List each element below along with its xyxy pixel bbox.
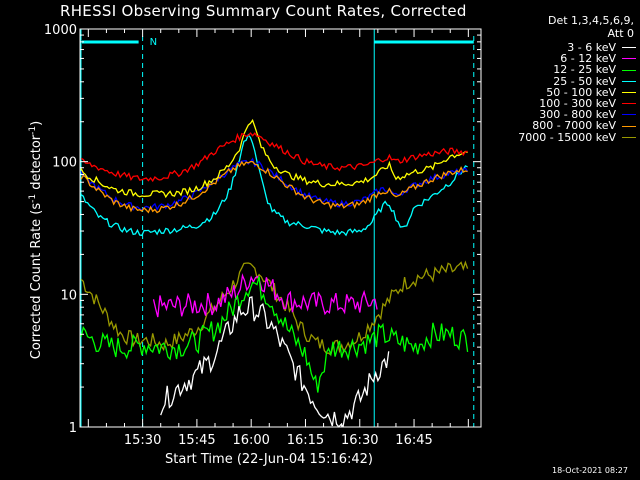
plot-frame	[79, 28, 482, 428]
annotation-layer: N	[80, 29, 475, 427]
series-line	[80, 132, 468, 183]
legend-swatch	[622, 114, 636, 116]
series-line	[80, 276, 469, 393]
x-tick-label: 16:45	[395, 433, 432, 448]
series-line	[80, 260, 469, 356]
legend: 3 - 6 keV 6 - 12 keV 12 - 25 keV 25 - 50 ke…	[518, 42, 636, 143]
legend-swatch	[622, 136, 636, 138]
axes-layer: 1 10 100 1000 15:30 15:45 16:00 16:15 16:30 16:45	[44, 23, 481, 448]
legend-swatch	[622, 69, 636, 71]
series-line	[160, 296, 390, 428]
legend-entry: 12 - 25 keV	[518, 63, 636, 77]
detectors-label: Det 1,3,4,5,6,9,	[547, 14, 634, 27]
legend-entry: 3 - 6 keV	[518, 42, 636, 53]
x-tick-label: 16:30	[341, 433, 378, 448]
attenuator-label: Att 0	[607, 27, 634, 40]
legend-entry: 7000 - 15000 keV	[518, 130, 636, 144]
legend-entry: 50 - 100 keV	[518, 87, 636, 98]
series-line	[80, 160, 468, 214]
detector-info: Det 1,3,4,5,6,9, Att 0	[548, 14, 634, 40]
legend-swatch	[622, 125, 636, 127]
night-marker: N	[150, 37, 157, 48]
x-tick-label: 15:45	[178, 433, 215, 448]
y-axis-label: Corrected Count Rate (s-1 detector-1)	[27, 120, 45, 360]
chart-title: RHESSI Observing Summary Count Rates, Co…	[60, 2, 467, 20]
series-line	[80, 133, 468, 237]
legend-label: 100 - 300 keV	[539, 97, 616, 111]
legend-entry: 800 - 7000 keV	[518, 119, 636, 133]
series-line	[152, 273, 378, 318]
legend-swatch	[622, 47, 636, 49]
y-tick-label: 10	[60, 288, 77, 303]
series-layer	[80, 118, 469, 428]
x-axis-label: Start Time (22-Jun-04 15:16:42)	[165, 452, 373, 467]
legend-swatch	[622, 80, 636, 82]
y-tick-label: 100	[52, 156, 77, 171]
y-tick-label: 1	[69, 421, 77, 436]
legend-entry: 6 - 12 keV	[518, 53, 636, 64]
x-tick-label: 16:15	[287, 433, 324, 448]
legend-label: 800 - 7000 keV	[532, 119, 616, 133]
series-line	[80, 118, 468, 199]
legend-label: 50 - 100 keV	[546, 85, 616, 99]
legend-swatch	[622, 58, 636, 60]
legend-swatch	[622, 103, 636, 105]
generation-timestamp: 18-Oct-2021 08:27	[552, 466, 628, 475]
y-tick-label: 1000	[44, 23, 77, 38]
legend-entry: 300 - 800 keV	[518, 109, 636, 120]
x-tick-label: 16:00	[232, 433, 269, 448]
legend-label: 6 - 12 keV	[560, 52, 616, 66]
legend-label: 300 - 800 keV	[539, 108, 616, 122]
x-tick-label: 15:30	[124, 433, 161, 448]
legend-swatch	[622, 91, 636, 93]
legend-entry: 100 - 300 keV	[518, 98, 636, 109]
legend-entry: 25 - 50 keV	[518, 74, 636, 88]
legend-label: 3 - 6 keV	[567, 41, 616, 54]
series-line	[80, 157, 469, 212]
legend-label: 12 - 25 keV	[553, 63, 616, 77]
legend-label: 25 - 50 keV	[553, 74, 616, 88]
legend-label: 7000 - 15000 keV	[518, 130, 616, 144]
